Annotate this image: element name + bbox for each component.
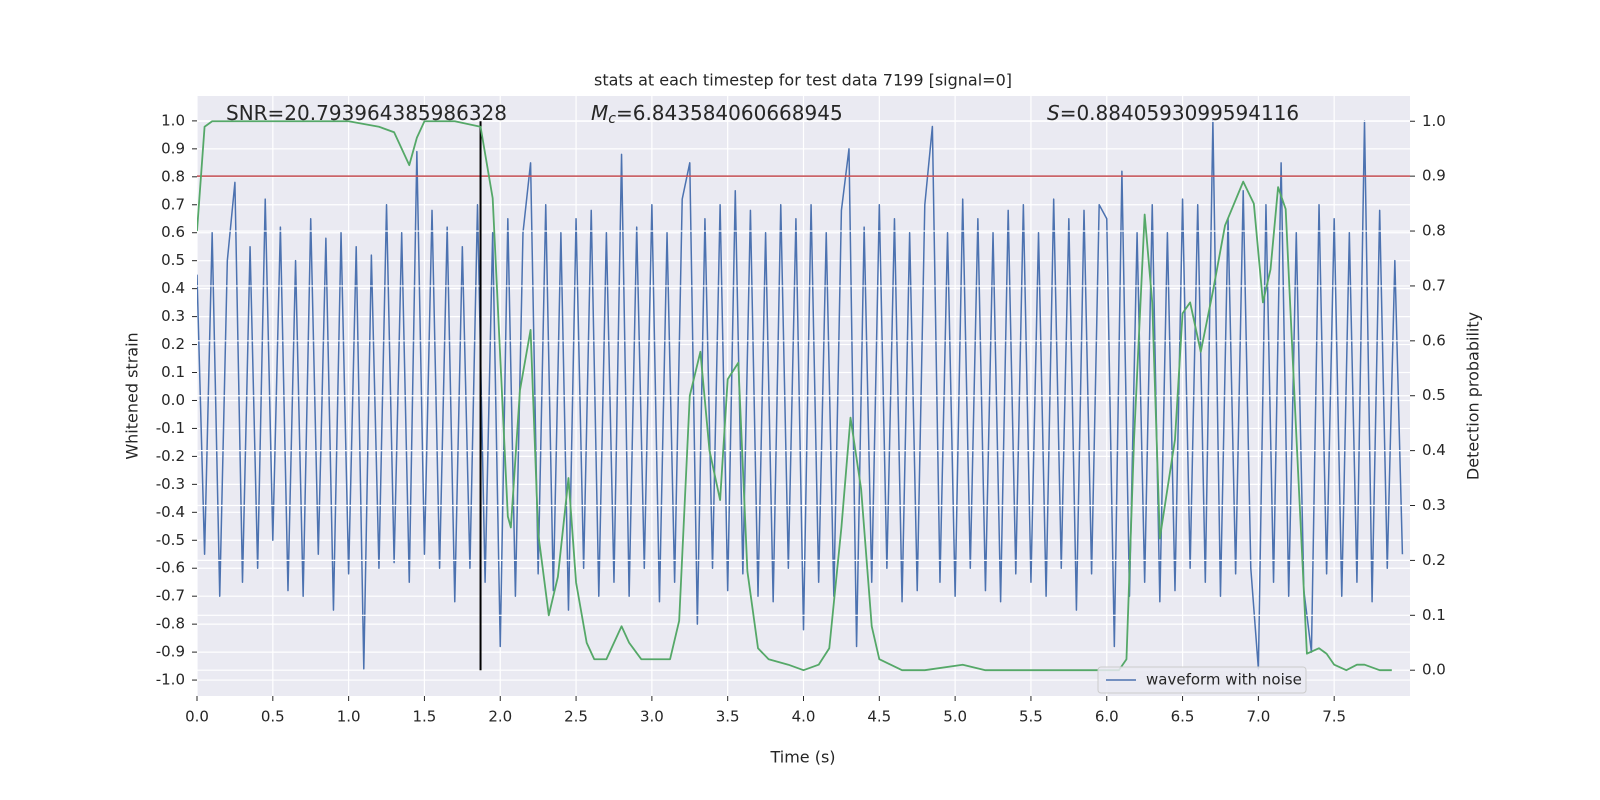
y-tick-label: -0.5 xyxy=(156,531,185,549)
x-tick-label: 5.0 xyxy=(943,708,967,726)
legend-box xyxy=(1097,666,1307,694)
x-tick-label: 3.5 xyxy=(716,708,740,726)
y-tick-label: 0.8 xyxy=(161,167,185,185)
y2-tick-label: 0.9 xyxy=(1422,167,1446,185)
plot-area xyxy=(197,120,1410,672)
annotation-text: =0.8840593099594116 xyxy=(1060,101,1299,125)
x-tick-label: 3.0 xyxy=(640,708,664,726)
y2-axis-label: Detection probability xyxy=(1464,312,1483,480)
y-tick-label: 0.6 xyxy=(161,223,185,241)
y2-tick-label: 0.1 xyxy=(1422,606,1446,624)
x-tick-label: 4.5 xyxy=(867,708,891,726)
y-tick-label: 0.5 xyxy=(161,251,185,269)
x-tick-label: 1.0 xyxy=(337,708,361,726)
annotation: SNR=20.793964385986328 xyxy=(226,101,507,125)
y-tick-label: -0.1 xyxy=(156,419,185,437)
y-tick-label: 0.7 xyxy=(161,195,185,213)
y-tick-label: 1.0 xyxy=(161,111,185,129)
annotation-symbol: S xyxy=(1047,101,1060,125)
y-tick-label: -1.0 xyxy=(156,671,185,689)
x-tick-label: 4.0 xyxy=(792,708,816,726)
y-tick-label: 0.4 xyxy=(161,279,185,297)
y2-tick-label: 0.2 xyxy=(1422,551,1446,569)
y-tick-label: -0.3 xyxy=(156,475,185,493)
x-tick-label: 0.5 xyxy=(261,708,285,726)
annotation: Mc=6.843584060668945 xyxy=(591,101,843,128)
y-tick-label: 0.1 xyxy=(161,363,185,381)
legend-label: waveform with noise xyxy=(1146,671,1302,689)
x-tick-label: 6.0 xyxy=(1095,708,1119,726)
y2-tick-label: 1.0 xyxy=(1422,112,1446,130)
x-tick-label: 6.5 xyxy=(1171,708,1195,726)
annotation-text: SNR=20.793964385986328 xyxy=(226,101,507,125)
y-tick-label: -0.9 xyxy=(156,643,185,661)
annotation: S=0.8840593099594116 xyxy=(1047,101,1299,125)
y-tick-label: 0.3 xyxy=(161,307,185,325)
x-tick-label: 7.0 xyxy=(1246,708,1270,726)
y-tick-label: -0.6 xyxy=(156,559,185,577)
annotation-symbol: M xyxy=(591,101,608,125)
y-tick-label: 0.0 xyxy=(161,391,185,409)
x-axis-label: Time (s) xyxy=(769,748,835,767)
y2-tick-label: 0.6 xyxy=(1422,331,1446,349)
chart-title: stats at each timestep for test data 719… xyxy=(594,71,1012,90)
y-tick-label: -0.8 xyxy=(156,615,185,633)
y2-tick-label: 0.3 xyxy=(1422,496,1446,514)
x-tick-label: 2.5 xyxy=(564,708,588,726)
y2-tick-label: 0.5 xyxy=(1422,386,1446,404)
series-line xyxy=(197,120,1404,670)
y2-tick-label: 0.7 xyxy=(1422,276,1446,294)
y2-tick-label: 0.4 xyxy=(1422,441,1446,459)
y-axis-label: Whitened strain xyxy=(123,332,142,459)
x-tick-label: 2.0 xyxy=(488,708,512,726)
y-tick-label: 0.2 xyxy=(161,335,185,353)
y-tick-label: -0.2 xyxy=(156,447,185,465)
x-tick-label: 5.5 xyxy=(1019,708,1043,726)
annotation-text: =6.843584060668945 xyxy=(616,101,843,125)
x-tick-label: 7.5 xyxy=(1322,708,1346,726)
x-tick-label: 1.5 xyxy=(413,708,437,726)
x-tick-label: 0.0 xyxy=(185,708,209,726)
y2-tick-label: 0.0 xyxy=(1422,661,1446,679)
y-tick-label: -0.4 xyxy=(156,503,185,521)
y-tick-label: 0.9 xyxy=(161,139,185,157)
y-tick-label: -0.7 xyxy=(156,587,185,605)
annotation-subscript: c xyxy=(608,111,616,127)
y2-tick-label: 0.8 xyxy=(1422,222,1446,240)
series-line xyxy=(197,120,1392,672)
